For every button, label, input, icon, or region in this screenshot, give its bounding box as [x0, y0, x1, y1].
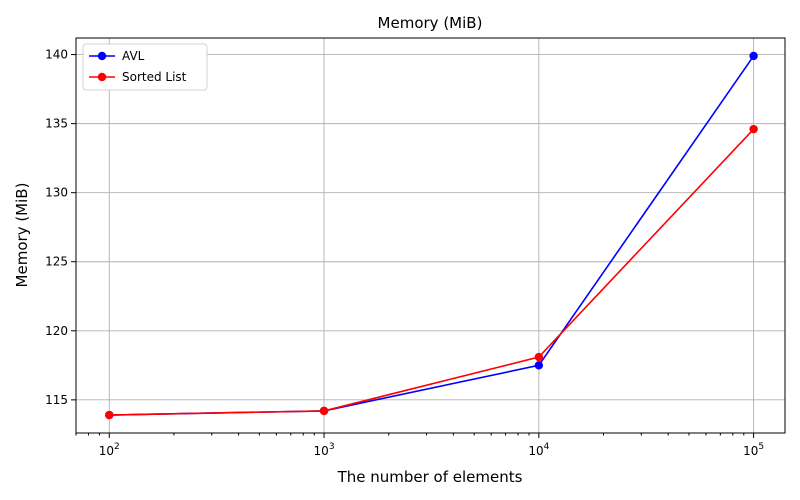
series-1 — [105, 124, 758, 420]
y-tick-label: 135 — [45, 117, 68, 131]
chart-title: Memory (MiB) — [378, 14, 483, 32]
data-point — [749, 51, 758, 61]
series-0 — [105, 51, 758, 420]
data-point — [319, 406, 329, 416]
x-tick-label: 104 — [528, 442, 549, 458]
legend-item: AVL — [89, 49, 145, 63]
y-ticks: 115 120 125 130 135 140 — [45, 48, 76, 407]
x-axis-label: The number of elements — [337, 468, 523, 486]
x-tick-label: 102 — [99, 442, 120, 458]
legend-label: Sorted List — [122, 70, 187, 84]
legend-item: Sorted List — [89, 70, 187, 84]
data-point — [534, 352, 544, 362]
data-point — [749, 124, 758, 134]
y-tick-label: 130 — [45, 186, 68, 200]
plot-frame — [75, 37, 786, 434]
legend-label: AVL — [122, 49, 145, 63]
y-axis-label: Memory (MiB) — [13, 183, 31, 288]
legend-swatch-marker — [97, 51, 107, 61]
legend-swatch-marker — [97, 72, 107, 82]
series-layer — [105, 51, 758, 420]
data-point — [105, 410, 114, 420]
grid — [76, 38, 785, 433]
y-tick-label: 125 — [45, 255, 68, 269]
data-point — [534, 361, 544, 370]
y-tick-label: 120 — [45, 324, 68, 338]
x-ticks: 102 103 104 105 — [75, 433, 764, 458]
series-line — [109, 55, 755, 416]
y-tick-label: 115 — [45, 393, 68, 407]
x-tick-label: 103 — [314, 442, 335, 458]
x-tick-label: 105 — [743, 442, 764, 458]
y-tick-label: 140 — [45, 48, 68, 62]
series-line — [109, 128, 755, 416]
legend: AVL Sorted List — [82, 43, 208, 91]
